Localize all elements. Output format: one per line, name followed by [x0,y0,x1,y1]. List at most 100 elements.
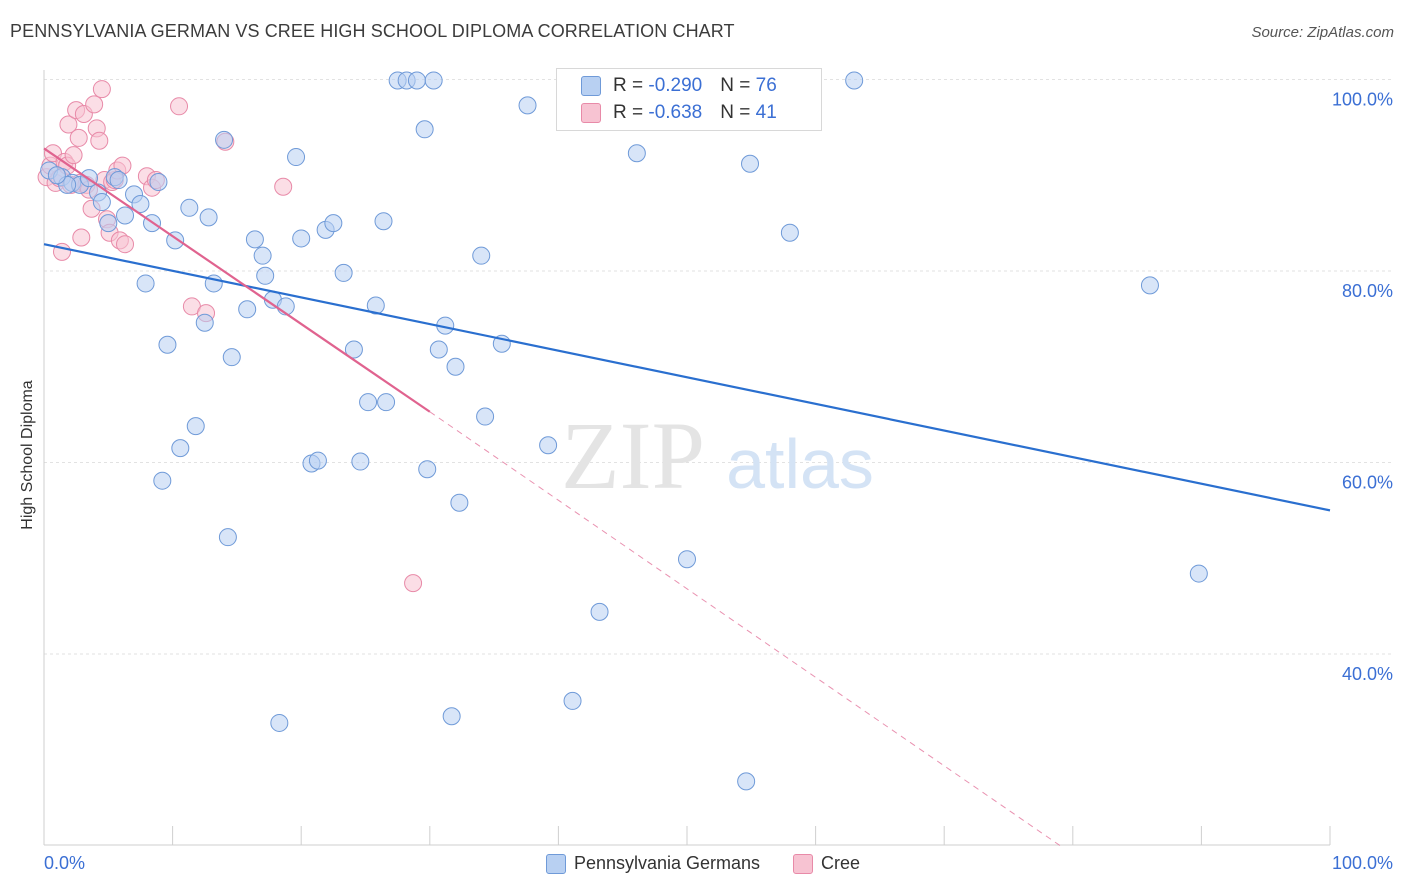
pennsylvania-german-point [351,452,370,471]
y-tick-label: 60.0% [1342,473,1393,493]
pennsylvania-german-points [40,71,1208,791]
axis-layer [43,70,1331,846]
pennsylvania-german-point [222,348,241,367]
pennsylvania-german-point [292,229,311,248]
legend-n-value: 41 [755,102,777,123]
pennsylvania-german-point [472,246,491,265]
pennsylvania-german-point [287,148,306,167]
pennsylvania-german-point [518,96,537,115]
pennsylvania-german-point [136,274,155,293]
watermark-atlas: atlas [726,425,874,503]
x-tick-label-end: 100.0% [1332,853,1393,873]
pink-swatch [793,853,814,874]
chart-title: PENNSYLVANIA GERMAN VS CREE HIGH SCHOOL … [10,21,735,41]
pennsylvania-german-point [539,436,558,455]
cree-points [37,80,423,593]
pennsylvania-german-point [374,212,393,231]
pennsylvania-german-point [446,357,465,376]
cree-point [170,97,189,116]
pennsylvania-german-point [415,120,434,139]
tick-labels: 40.0% 60.0% 80.0% 100.0% 0.0% 100.0% [44,90,1393,874]
pennsylvania-german-point [359,393,378,412]
pennsylvania-german-point [153,471,172,490]
pennsylvania-german-point [1140,276,1159,295]
cree-point [59,115,78,134]
pennsylvania-german-point [218,528,237,547]
legend-r-value: -0.290 [648,75,703,96]
pennsylvania-german-point [737,772,756,791]
cree-point [90,131,109,150]
pennsylvania-german-point [563,691,582,710]
y-tick-label: 80.0% [1342,281,1393,301]
cree-point [116,235,135,254]
series-legend: Pennsylvania Germans Cree [0,852,1406,874]
legend-row-cree: R = -0.638 N = 41 [581,102,777,126]
pennsylvania-german-point [199,208,218,227]
cree-point [64,146,83,165]
pennsylvania-german-point [476,407,495,426]
pennsylvania-german-point [245,230,264,249]
pennsylvania-german-point [442,707,461,726]
pennsylvania-german-point [99,214,118,233]
pennsylvania-german-point [741,154,760,173]
pennsylvania-german-point [109,171,128,190]
pennsylvania-german-point [424,71,443,90]
pennsylvania-german-point [180,198,199,217]
pennsylvania-german-point [324,214,343,233]
pennsylvania-german-point [215,130,234,149]
pennsylvania-german-point [1189,564,1208,583]
watermark-zip: ZIP [561,402,705,509]
trend-line-pennsylvania-germans [43,243,1331,512]
pennsylvania-german-point [429,340,448,359]
legend-item-cree: Cree [793,853,860,874]
correlation-legend: R = -0.290 N = 76 R = -0.638 N = 41 [556,68,822,131]
pennsylvania-german-point [116,206,135,225]
legend-item-pennsylvania-germans: Pennsylvania Germans [545,852,761,874]
legend-r-value: -0.638 [648,102,703,123]
pennsylvania-german-point [186,417,205,436]
pennsylvania-german-point [450,493,469,512]
pennsylvania-german-point [344,340,363,359]
pennsylvania-german-point [590,602,609,621]
pink-swatch [581,102,601,123]
cree-point [69,128,88,147]
pennsylvania-german-point [780,223,799,242]
pennsylvania-german-point [418,460,437,479]
cree-point [85,95,104,114]
y-tick-label: 100.0% [1332,90,1393,110]
pennsylvania-german-point [334,263,353,282]
pennsylvania-german-point [678,550,696,569]
pennsylvania-german-point [195,313,214,332]
legend-label-pennsylvania-germans: Pennsylvania Germans [573,852,761,873]
x-tick-label-start: 0.0% [44,853,85,873]
legend-row-pennsylvania-germans: R = -0.290 N = 76 [581,75,777,99]
cree-point [92,80,111,99]
pennsylvania-german-point [270,713,289,732]
legend-n-value: 76 [755,75,777,96]
blue-swatch [545,853,566,874]
pennsylvania-german-point [407,71,426,90]
cree-point [404,574,423,593]
grid-layer [44,79,1392,655]
trend-lines [43,147,1331,846]
pennsylvania-german-point [845,71,864,90]
pennsylvania-german-point [131,194,150,213]
source-label: Source: ZipAtlas.com [1251,24,1394,41]
legend-n-label: N = [720,102,756,123]
cree-point [274,177,293,196]
blue-swatch [581,75,601,96]
watermark: ZIP atlas [561,402,874,509]
legend-r-label: R = [613,75,649,96]
pennsylvania-german-point [627,144,646,163]
pennsylvania-german-point [256,266,275,285]
trend-line-cree [43,147,431,413]
y-tick-label: 40.0% [1342,664,1393,684]
pennsylvania-german-point [47,166,66,185]
legend-n-label: N = [720,75,756,96]
pennsylvania-german-point [171,439,190,458]
legend-label-cree: Cree [821,852,861,873]
pennsylvania-german-point [253,246,272,265]
pennsylvania-german-point [158,335,177,354]
pennsylvania-german-point [377,393,396,412]
